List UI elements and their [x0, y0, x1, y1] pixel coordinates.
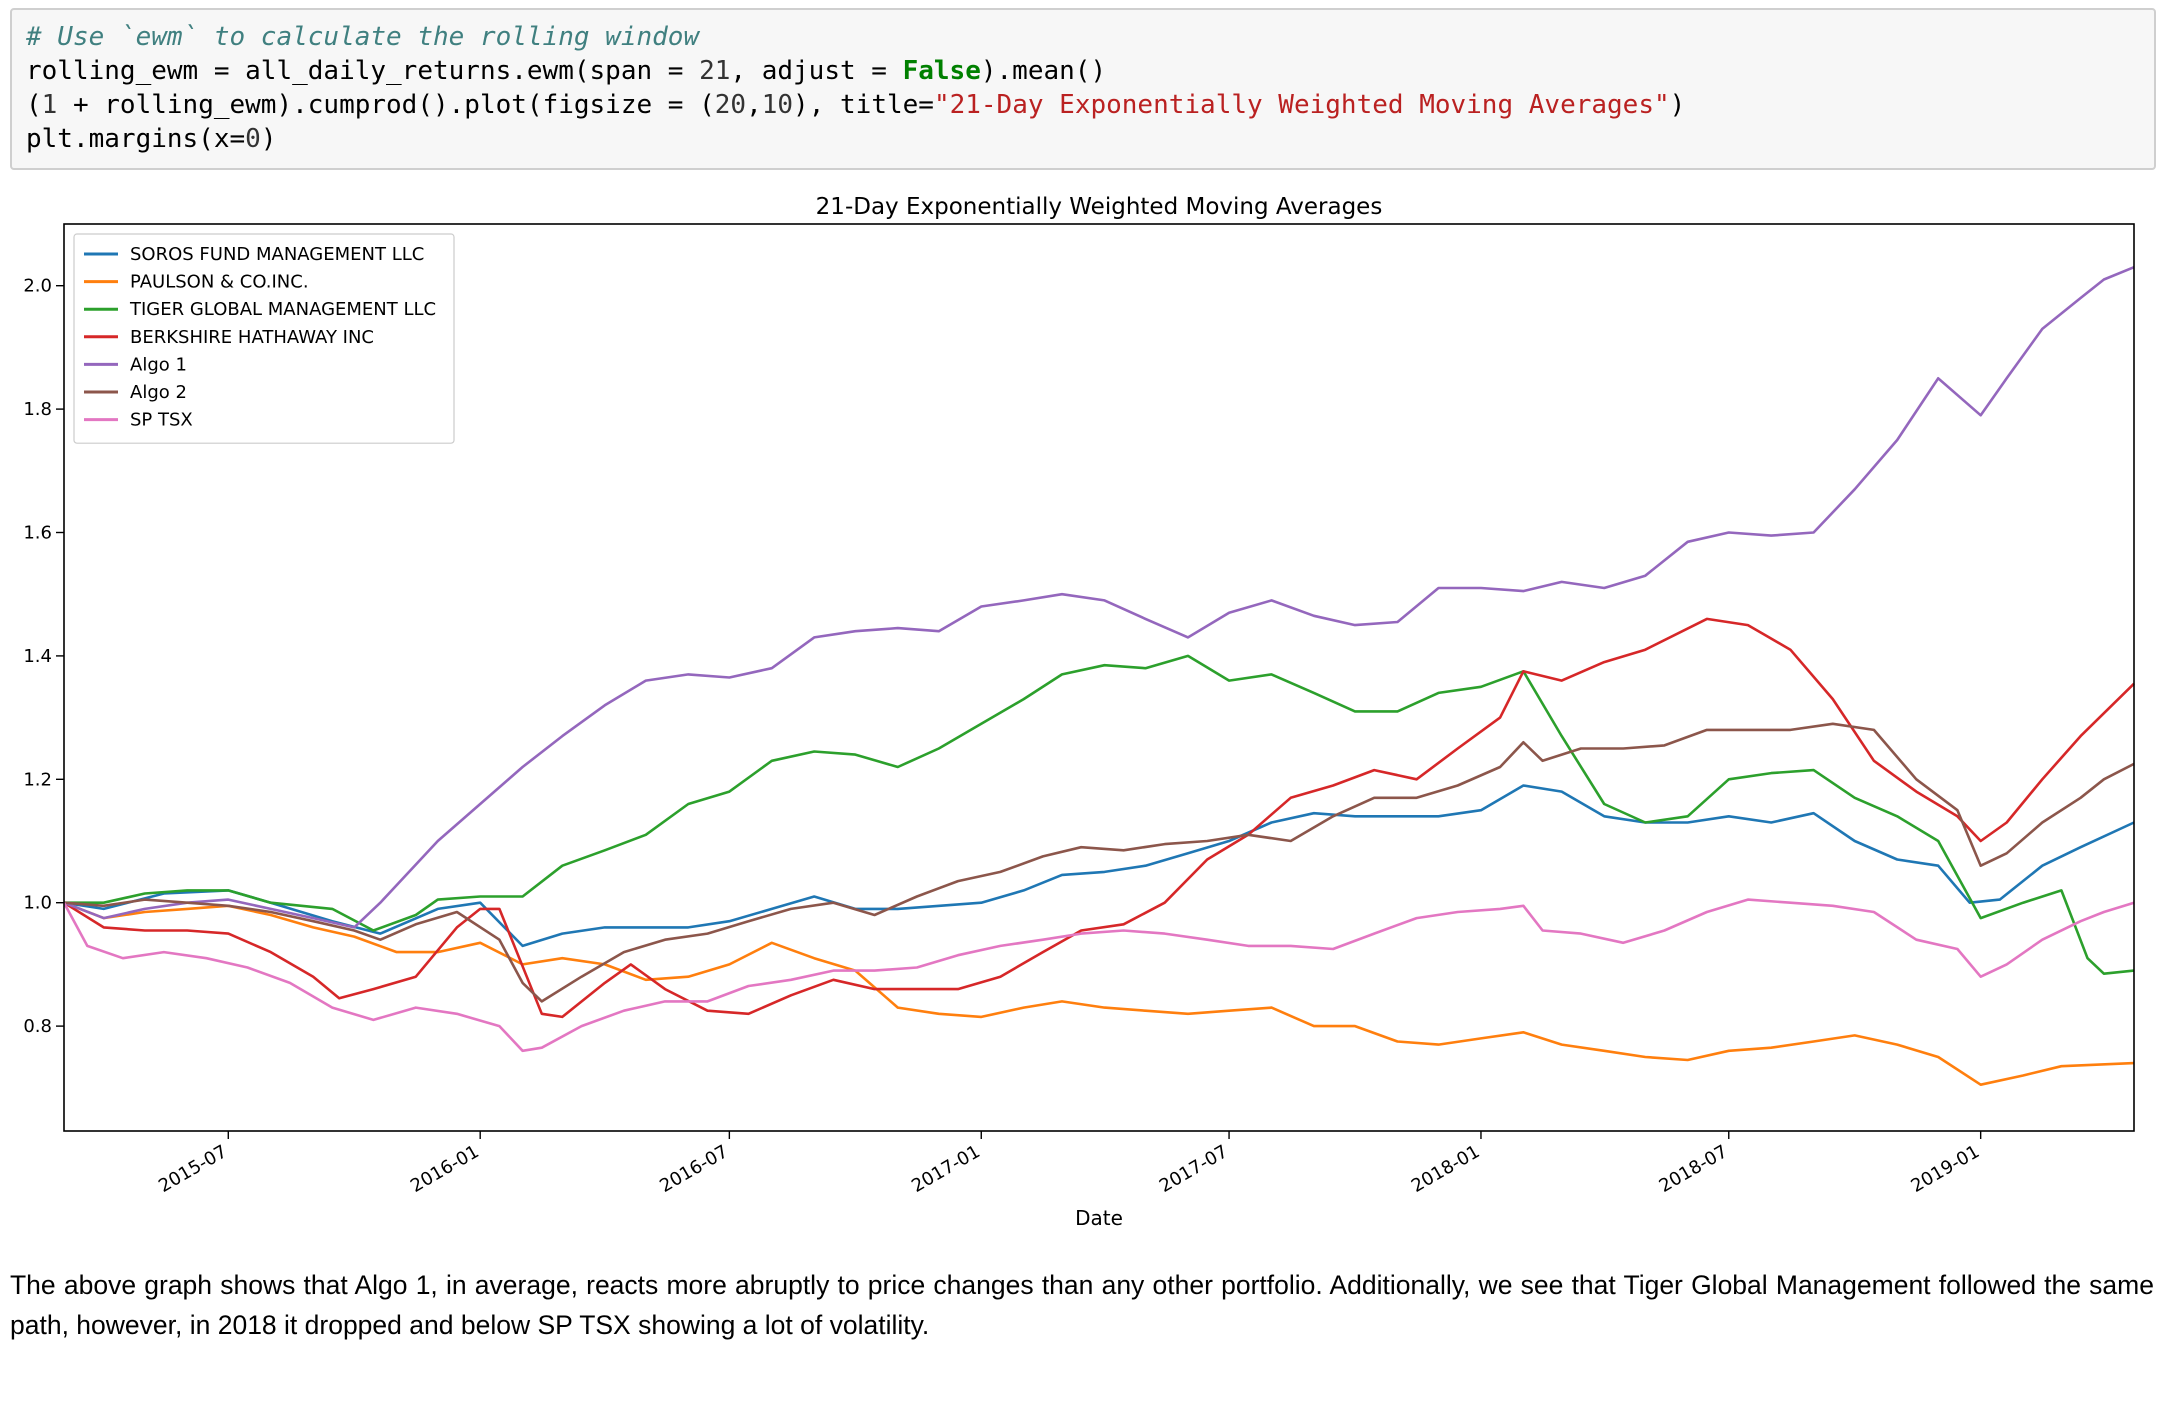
chart-legend: SOROS FUND MANAGEMENT LLC PAULSON & CO.IN… [73, 233, 455, 444]
series-line [63, 784, 2135, 948]
code-keyword: False [902, 56, 981, 86]
legend-label: Algo 2 [130, 382, 187, 403]
code-number: 10 [761, 90, 794, 120]
legend-box [73, 233, 455, 444]
series-line [63, 265, 2135, 929]
line-chart: 21-Day Exponentially Weighted Moving Ave… [23, 194, 2135, 1230]
plot-frame [63, 223, 2135, 1132]
code-line-3: (1 + rolling_ewm).cumprod().plot(figsize… [26, 88, 2140, 122]
code-token: + rolling_ewm).cumprod().plot(figsize = … [57, 90, 715, 120]
explanation-text: The above graph shows that Algo 1, in av… [10, 1270, 2154, 1340]
x-tick-label: 2016-01 [407, 1141, 483, 1197]
y-tick-label: 1.8 [23, 399, 52, 420]
code-number: 21 [699, 56, 731, 86]
legend-label: SP TSX [130, 410, 193, 431]
y-axis: 0.8 1.0 1.2 1.4 1.6 1.8 2.0 [23, 276, 64, 1037]
code-line-2: rolling_ewm = all_daily_returns.ewm(span… [26, 54, 2140, 88]
x-tick-label: 2017-07 [1156, 1141, 1232, 1197]
legend-label: TIGER GLOBAL MANAGEMENT LLC [129, 299, 436, 320]
code-token: , [746, 90, 762, 120]
series-line [63, 722, 2135, 1003]
series-line [63, 901, 2135, 1087]
series-line [62, 898, 2135, 1053]
code-token: , adjust = [730, 56, 903, 86]
code-number: 1 [41, 90, 58, 120]
code-token: ( [26, 90, 42, 120]
code-token: ), title= [793, 90, 934, 120]
x-axis-label: Date [1075, 1206, 1123, 1230]
code-string: "21-Day Exponentially Weighted Moving Av… [933, 90, 1670, 120]
x-tick-label: 2019-01 [1908, 1141, 1984, 1197]
series-line [64, 654, 2135, 976]
y-tick-label: 1.0 [23, 893, 52, 914]
code-token: plt.margins(x= [26, 124, 246, 154]
code-token: rolling_ewm = all_daily_returns.ewm(span… [26, 56, 700, 86]
legend-label: PAULSON & CO.INC. [130, 272, 309, 293]
legend-label: SOROS FUND MANAGEMENT LLC [130, 244, 424, 265]
legend-label: Algo 1 [130, 354, 187, 375]
x-axis: 2015-07 2016-01 2016-07 2017-01 2017-07 2018-… [155, 1131, 1983, 1197]
x-tick-label: 2016-07 [656, 1141, 732, 1197]
code-comment: # Use `ewm` to calculate the rolling win… [26, 22, 700, 52]
x-tick-label: 2018-07 [1656, 1141, 1732, 1197]
chart-title: 21-Day Exponentially Weighted Moving Ave… [816, 194, 1383, 220]
series-lines [62, 265, 2135, 1087]
code-token: ) [1669, 90, 1686, 120]
code-number: 0 [245, 124, 261, 154]
code-token: ) [260, 124, 277, 154]
code-cell[interactable]: # Use `ewm` to calculate the rolling win… [10, 8, 2156, 170]
legend-label: BERKSHIRE HATHAWAY INC [130, 327, 374, 348]
series-line [63, 617, 2135, 1019]
code-token: ).mean() [980, 56, 1107, 86]
y-tick-label: 0.8 [23, 1016, 52, 1037]
y-tick-label: 1.2 [23, 769, 52, 790]
code-line-1: # Use `ewm` to calculate the rolling win… [26, 20, 2140, 54]
code-line-4: plt.margins(x=0) [26, 122, 2140, 156]
x-tick-label: 2017-01 [908, 1141, 984, 1197]
y-tick-label: 1.4 [23, 646, 52, 667]
code-number: 20 [714, 90, 747, 120]
x-tick-label: 2015-07 [155, 1141, 231, 1197]
x-tick-label: 2018-01 [1408, 1141, 1484, 1197]
y-tick-label: 2.0 [23, 276, 52, 297]
y-tick-label: 1.6 [23, 523, 52, 544]
